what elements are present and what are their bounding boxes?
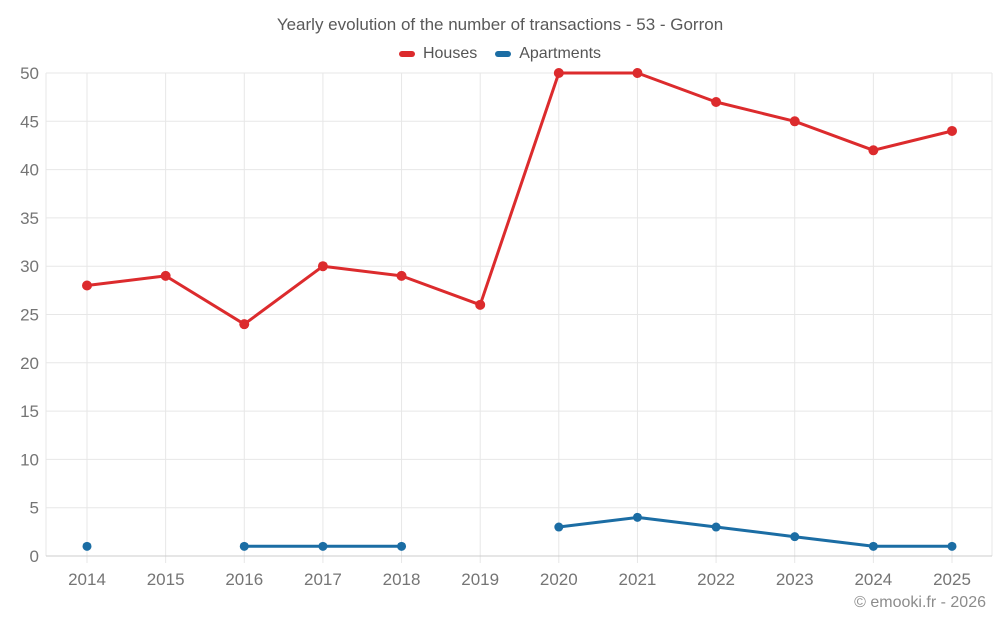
y-tick-label: 25 [20,306,39,325]
x-tick-label: 2021 [619,570,657,589]
houses-point [475,299,486,310]
houses-point [947,125,957,136]
x-tick-label: 2020 [540,570,578,589]
apartments-point [239,541,249,551]
watermark: © emooki.fr - 2026 [854,594,986,611]
houses-line [85,71,954,326]
y-tick-label: 50 [20,64,39,83]
chart-title: Yearly evolution of the number of transa… [276,15,724,34]
legend-item-apartments[interactable]: Apartments [495,45,601,63]
legend-item-houses[interactable]: Houses [398,45,478,63]
apartments-point [554,522,564,532]
x-tick-label: 2016 [225,570,263,589]
apartments-point [947,541,957,551]
houses-point [82,280,92,291]
apartments-point [397,541,407,551]
x-tick-label: 2015 [147,570,185,589]
x-tick-label: 2022 [697,570,735,589]
houses-legend-swatch-icon [398,51,415,57]
houses-point [317,261,328,272]
apartments-line [242,515,954,548]
x-tick-label: 2014 [68,570,106,589]
x-tick-label: 2019 [461,570,499,589]
y-tick-label: 45 [20,112,39,131]
y-tick-label: 10 [20,450,39,469]
x-tick-label: 2025 [933,570,971,589]
houses-point [553,68,564,78]
apartments-point [82,541,92,551]
houses-point [239,319,250,330]
legend-label-apartments: Apartments [519,45,602,62]
houses-point [396,270,407,281]
y-tick-label: 5 [30,499,39,518]
y-tick-label: 40 [20,161,39,180]
houses-point [789,116,800,127]
y-tick-label: 20 [20,354,39,373]
x-tick-label: 2017 [304,570,342,589]
apartments-legend-swatch-icon [495,51,512,57]
y-tick-label: 15 [20,402,39,421]
houses-point [632,68,643,78]
x-tick-label: 2024 [854,570,892,589]
x-tick-label: 2023 [776,570,814,589]
apartments-point [711,522,721,532]
y-tick-label: 35 [20,209,39,228]
legend-label-houses: Houses [422,45,478,62]
houses-point [160,270,171,281]
apartments-point [790,532,800,542]
y-tick-label: 0 [30,547,39,566]
apartments-point [868,541,878,551]
chart-legend: Houses Apartments [0,45,1000,63]
houses-point [868,145,879,156]
apartments-point [318,541,328,551]
apartments-point [632,512,642,522]
y-tick-label: 30 [20,257,39,276]
houses-point [711,96,722,107]
x-tick-label: 2018 [383,570,421,589]
